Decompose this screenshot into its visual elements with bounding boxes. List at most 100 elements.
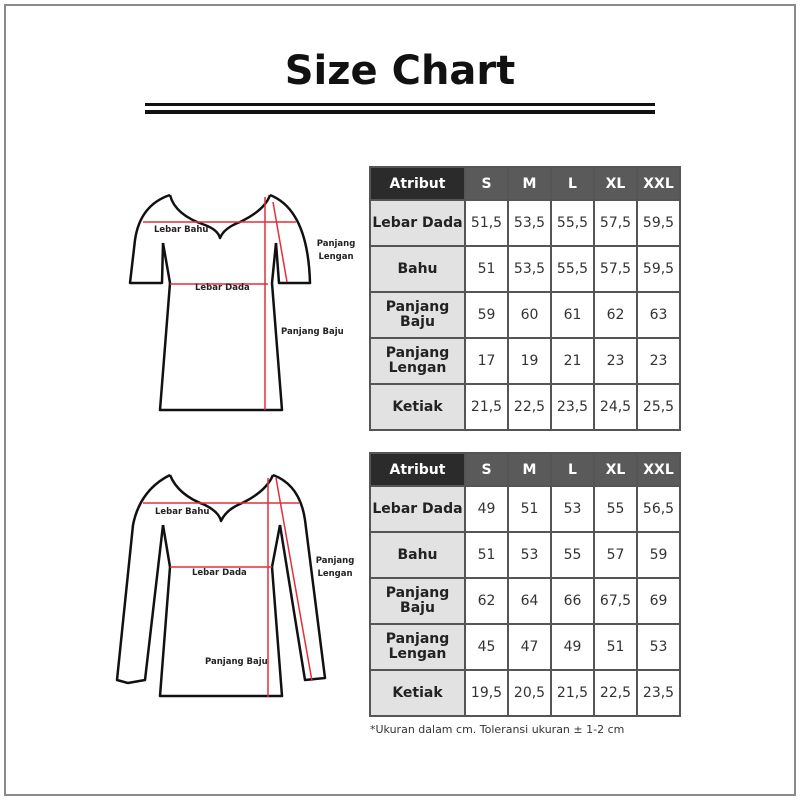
- label-panjang-baju: Panjang Baju: [281, 327, 344, 337]
- size-value: 69: [636, 577, 681, 625]
- size-value: 57,5: [593, 199, 638, 247]
- header-size: XL: [593, 452, 638, 487]
- label-lebar-dada: Lebar Dada: [192, 568, 247, 578]
- row-attribute: Bahu: [369, 531, 466, 579]
- footnote: *Ukuran dalam cm. Toleransi ukuran ± 1-2…: [370, 723, 625, 736]
- long-sleeve-measure-lines: [143, 477, 313, 697]
- row-attribute: Ketiak: [369, 669, 466, 717]
- row-attribute: Bahu: [369, 245, 466, 293]
- short-sleeve-measure-lines: [143, 197, 296, 410]
- size-value: 51,5: [464, 199, 509, 247]
- size-value: 19: [507, 337, 552, 385]
- size-value: 25,5: [636, 383, 681, 431]
- size-value: 23,5: [550, 383, 595, 431]
- header-attr: Atribut: [369, 166, 466, 201]
- size-value: 53: [507, 531, 552, 579]
- label-lebar-dada: Lebar Dada: [195, 283, 250, 293]
- size-value: 62: [593, 291, 638, 339]
- size-value: 22,5: [507, 383, 552, 431]
- long-sleeve-shirt-illustration: [115, 473, 327, 698]
- size-value: 22,5: [593, 669, 638, 717]
- label-lebar-bahu: Lebar Bahu: [155, 507, 210, 517]
- table-row: Ketiak 21,5 22,5 23,5 24,5 25,5: [369, 383, 681, 431]
- size-value: 51: [464, 245, 509, 293]
- size-value: 60: [507, 291, 552, 339]
- table-row: Lebar Dada 51,5 53,5 55,5 57,5 59,5: [369, 199, 681, 247]
- size-value: 59,5: [636, 199, 681, 247]
- header-size: L: [550, 166, 595, 201]
- size-value: 59: [636, 531, 681, 579]
- row-attribute: Ketiak: [369, 383, 466, 431]
- size-value: 55: [550, 531, 595, 579]
- size-value: 59,5: [636, 245, 681, 293]
- size-value: 56,5: [636, 485, 681, 533]
- size-value: 53,5: [507, 199, 552, 247]
- size-value: 51: [507, 485, 552, 533]
- table-row: Panjang Lengan 17 19 21 23 23: [369, 337, 681, 385]
- size-value: 21,5: [550, 669, 595, 717]
- size-value: 21,5: [464, 383, 509, 431]
- size-value: 53: [636, 623, 681, 671]
- page-frame: [4, 4, 796, 796]
- header-attr: Atribut: [369, 452, 466, 487]
- page-title: Size Chart: [284, 48, 516, 94]
- long-sleeve-size-table: Atribut S M L XL XXL Lebar Dada 49 51 53 55 56,5 Bah…: [369, 452, 681, 717]
- header-size: XXL: [636, 452, 681, 487]
- short-sleeve-size-table: Atribut S M L XL XXL Lebar Dada 51,5 53,5 55,5 57,…: [369, 166, 681, 431]
- label-panjang-lengan: Panjang Lengan: [316, 239, 356, 262]
- size-value: 64: [507, 577, 552, 625]
- row-attribute: Panjang Baju: [369, 577, 466, 625]
- size-value: 63: [636, 291, 681, 339]
- size-value: 59: [464, 291, 509, 339]
- size-value: 51: [593, 623, 638, 671]
- size-value: 66: [550, 577, 595, 625]
- table-row: Panjang Baju 59 60 61 62 63: [369, 291, 681, 339]
- size-value: 23: [636, 337, 681, 385]
- size-value: 51: [464, 531, 509, 579]
- header-size: M: [507, 452, 552, 487]
- size-value: 23,5: [636, 669, 681, 717]
- size-value: 57: [593, 531, 638, 579]
- title-rule-bottom: [145, 110, 655, 114]
- size-value: 53: [550, 485, 595, 533]
- size-value: 45: [464, 623, 509, 671]
- header-size: M: [507, 166, 552, 201]
- short-sleeve-shirt-illustration: [128, 193, 312, 412]
- size-value: 49: [464, 485, 509, 533]
- size-value: 57,5: [593, 245, 638, 293]
- size-value: 47: [507, 623, 552, 671]
- header-size: S: [464, 166, 509, 201]
- header-size: XL: [593, 166, 638, 201]
- size-value: 19,5: [464, 669, 509, 717]
- label-panjang-lengan: Panjang Lengan: [315, 556, 355, 579]
- size-value: 53,5: [507, 245, 552, 293]
- table-row: Panjang Lengan 45 47 49 51 53: [369, 623, 681, 671]
- size-value: 20,5: [507, 669, 552, 717]
- label-lebar-bahu: Lebar Bahu: [154, 225, 209, 235]
- label-panjang-baju: Panjang Baju: [205, 657, 268, 667]
- header-size: L: [550, 452, 595, 487]
- size-value: 23: [593, 337, 638, 385]
- row-attribute: Panjang Lengan: [369, 337, 466, 385]
- size-value: 24,5: [593, 383, 638, 431]
- row-attribute: Lebar Dada: [369, 199, 466, 247]
- table-row: Ketiak 19,5 20,5 21,5 22,5 23,5: [369, 669, 681, 717]
- size-value: 17: [464, 337, 509, 385]
- size-value: 49: [550, 623, 595, 671]
- row-attribute: Panjang Lengan: [369, 623, 466, 671]
- size-value: 61: [550, 291, 595, 339]
- size-value: 55: [593, 485, 638, 533]
- row-attribute: Panjang Baju: [369, 291, 466, 339]
- table-row: Panjang Baju 62 64 66 67,5 69: [369, 577, 681, 625]
- size-value: 55,5: [550, 199, 595, 247]
- table-row: Bahu 51 53,5 55,5 57,5 59,5: [369, 245, 681, 293]
- header-row: Atribut S M L XL XXL: [369, 452, 681, 487]
- table-row: Lebar Dada 49 51 53 55 56,5: [369, 485, 681, 533]
- header-row: Atribut S M L XL XXL: [369, 166, 681, 201]
- header-size: S: [464, 452, 509, 487]
- title-rule-top: [145, 103, 655, 106]
- size-value: 21: [550, 337, 595, 385]
- size-value: 55,5: [550, 245, 595, 293]
- size-value: 62: [464, 577, 509, 625]
